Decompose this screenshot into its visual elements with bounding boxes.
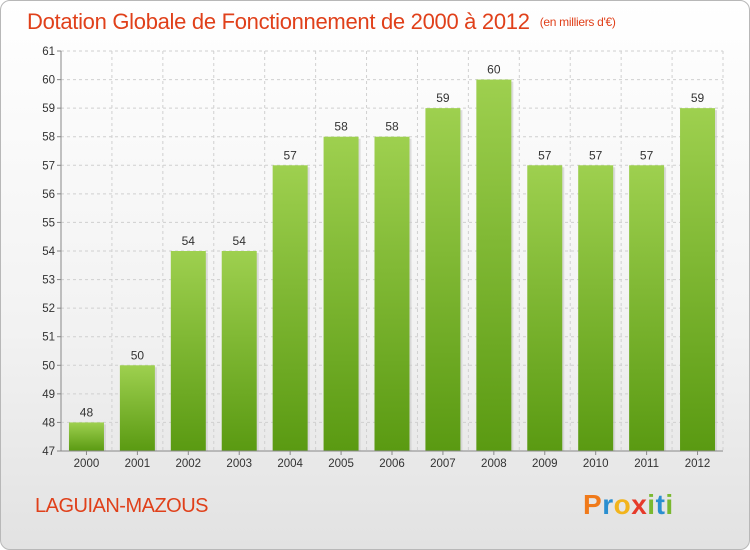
bar-value-label: 59 bbox=[436, 91, 450, 105]
commune-name: LAGUIAN-MAZOUS bbox=[35, 495, 209, 517]
logo-letter: i bbox=[647, 489, 656, 520]
y-tick-label: 57 bbox=[42, 160, 55, 172]
x-tick-label: 2006 bbox=[379, 458, 405, 470]
logo-letter: o bbox=[613, 489, 632, 520]
bar-value-label: 57 bbox=[589, 148, 603, 162]
y-tick-label: 56 bbox=[42, 189, 55, 201]
y-tick-label: 60 bbox=[42, 75, 55, 87]
axes bbox=[57, 50, 723, 455]
bar bbox=[476, 79, 512, 452]
bar bbox=[272, 165, 308, 452]
bar-value-label: 59 bbox=[691, 91, 705, 105]
bar-value-label: 57 bbox=[538, 148, 552, 162]
logo-letter: i bbox=[665, 489, 674, 520]
x-tick-label: 2001 bbox=[125, 458, 151, 470]
labels: 47 48 49 50 51 52 53 54 55 56 57 58 59 60 61 48 2000 50 20… bbox=[42, 46, 710, 470]
bar-value-label: 58 bbox=[334, 120, 348, 134]
x-tick-label: 2007 bbox=[430, 458, 456, 470]
bar-value-label: 54 bbox=[182, 234, 196, 248]
bar bbox=[68, 422, 104, 451]
x-tick-label: 2004 bbox=[277, 458, 303, 470]
unit-label: (en milliers d'€) bbox=[539, 15, 616, 29]
logo-letter: t bbox=[655, 489, 666, 520]
bars bbox=[68, 79, 718, 452]
bar bbox=[221, 251, 257, 451]
bar bbox=[374, 136, 410, 451]
x-tick-label: 2005 bbox=[328, 458, 354, 470]
chart-title: Dotation Globale de Fonctionnement de 20… bbox=[27, 9, 616, 35]
bar-value-label: 54 bbox=[233, 234, 247, 248]
proxiti-logo: Proxiti bbox=[583, 489, 674, 521]
logo-letter: r bbox=[602, 489, 614, 520]
y-tick-label: 61 bbox=[42, 46, 55, 58]
y-tick-label: 59 bbox=[42, 103, 55, 115]
y-tick-label: 53 bbox=[42, 275, 55, 287]
x-tick-label: 2003 bbox=[226, 458, 252, 470]
bar bbox=[170, 251, 206, 451]
y-tick-label: 58 bbox=[42, 132, 55, 144]
y-tick-label: 47 bbox=[42, 446, 55, 458]
bar bbox=[578, 165, 614, 452]
y-tick-label: 55 bbox=[42, 217, 55, 229]
x-tick-label: 2002 bbox=[176, 458, 202, 470]
y-tick-label: 49 bbox=[42, 389, 55, 401]
x-tick-label: 2010 bbox=[583, 458, 609, 470]
bar-value-label: 57 bbox=[640, 148, 654, 162]
y-tick-label: 48 bbox=[42, 417, 55, 429]
bar-value-label: 50 bbox=[131, 348, 145, 362]
bar bbox=[629, 165, 665, 452]
logo-letter: P bbox=[583, 489, 603, 520]
x-tick-label: 2000 bbox=[74, 458, 100, 470]
bar-value-label: 57 bbox=[283, 148, 297, 162]
bar-value-label: 58 bbox=[385, 120, 399, 134]
x-tick-label: 2011 bbox=[634, 458, 659, 470]
bar bbox=[680, 108, 716, 452]
bar bbox=[425, 108, 461, 452]
logo-letter: x bbox=[631, 489, 648, 520]
bar bbox=[527, 165, 563, 452]
chart-title-text: Dotation Globale de Fonctionnement de 20… bbox=[27, 9, 530, 34]
x-tick-label: 2008 bbox=[481, 458, 507, 470]
x-tick-label: 2012 bbox=[685, 458, 711, 470]
y-tick-label: 52 bbox=[42, 303, 55, 315]
bar-value-label: 48 bbox=[80, 405, 94, 419]
x-tick-label: 2009 bbox=[532, 458, 558, 470]
bar bbox=[323, 136, 359, 451]
y-tick-label: 54 bbox=[42, 246, 55, 258]
bar bbox=[119, 365, 155, 451]
bar-value-label: 60 bbox=[487, 63, 501, 77]
y-tick-label: 51 bbox=[42, 332, 55, 344]
y-tick-label: 50 bbox=[42, 360, 55, 372]
